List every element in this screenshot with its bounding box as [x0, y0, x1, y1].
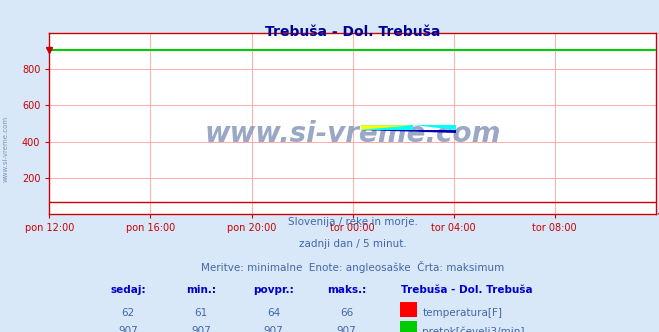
Text: pretok[čevelj3/min]: pretok[čevelj3/min]	[422, 326, 525, 332]
Polygon shape	[361, 125, 413, 130]
Text: maks.:: maks.:	[327, 285, 366, 295]
Text: Trebuša - Dol. Trebuša: Trebuša - Dol. Trebuša	[401, 285, 532, 295]
Text: www.si-vreme.com: www.si-vreme.com	[2, 116, 9, 183]
Text: Trebuša - Dol. Trebuša: Trebuša - Dol. Trebuša	[265, 25, 440, 39]
Bar	[400, 321, 417, 332]
Text: zadnji dan / 5 minut.: zadnji dan / 5 minut.	[299, 239, 407, 249]
Bar	[400, 302, 417, 317]
Text: 907: 907	[337, 326, 357, 332]
Text: 907: 907	[191, 326, 211, 332]
Text: povpr.:: povpr.:	[253, 285, 294, 295]
Text: sedaj:: sedaj:	[111, 285, 146, 295]
Polygon shape	[361, 130, 456, 133]
Text: 907: 907	[264, 326, 283, 332]
Text: Meritve: minimalne  Enote: angleosaške  Črta: maksimum: Meritve: minimalne Enote: angleosaške Čr…	[201, 261, 504, 273]
Text: 61: 61	[194, 308, 208, 318]
Text: 64: 64	[267, 308, 280, 318]
Text: 62: 62	[122, 308, 135, 318]
Text: 907: 907	[119, 326, 138, 332]
Text: 66: 66	[340, 308, 353, 318]
Text: min.:: min.:	[186, 285, 216, 295]
Text: Slovenija / reke in morje.: Slovenija / reke in morje.	[287, 217, 418, 227]
Polygon shape	[361, 125, 413, 130]
Text: www.si-vreme.com: www.si-vreme.com	[204, 120, 501, 148]
Polygon shape	[413, 125, 456, 130]
Text: temperatura[F]: temperatura[F]	[422, 308, 502, 318]
